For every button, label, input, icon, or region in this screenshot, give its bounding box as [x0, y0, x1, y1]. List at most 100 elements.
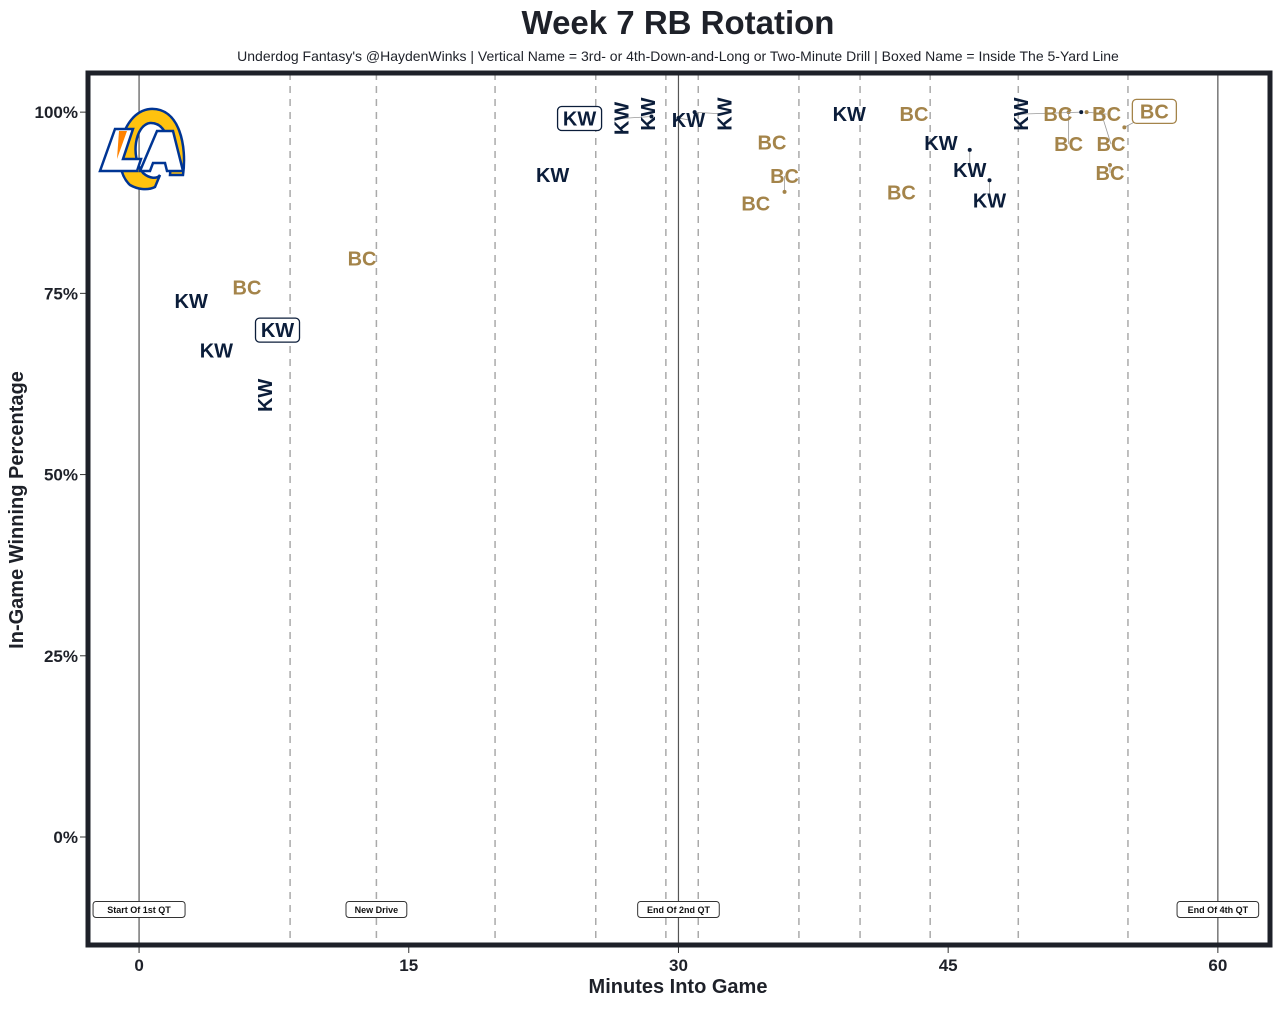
point-marker	[967, 147, 972, 152]
annotation-label: Start Of 1st QT	[92, 900, 186, 918]
point-marker	[676, 115, 681, 120]
point-kw: KW	[973, 190, 1006, 212]
point-marker	[1122, 125, 1127, 130]
point-kw: KW	[638, 97, 660, 130]
y-tick-label: 50%	[44, 466, 78, 485]
point-bc: BC	[1097, 134, 1126, 156]
point-bc: BC	[1096, 163, 1125, 185]
point-label: BC	[741, 193, 770, 215]
point-bc: BC	[1131, 98, 1178, 125]
point-marker	[782, 189, 787, 194]
point-kw: KW	[254, 317, 301, 343]
point-kw: KW	[672, 110, 705, 132]
point-label: KW	[200, 340, 233, 362]
point-label: KW	[175, 291, 208, 313]
point-label: BC	[1140, 101, 1169, 123]
point-bc: BC	[900, 104, 929, 126]
annotation-label: End Of 4th QT	[1176, 900, 1260, 918]
point-label: KW	[953, 160, 986, 182]
label-leader-line	[694, 111, 725, 115]
point-marker	[1084, 110, 1089, 115]
point-box	[556, 105, 603, 132]
point-bc: BC	[232, 277, 261, 299]
point-marker	[649, 114, 654, 119]
chart-subtitle: Underdog Fantasy's @HaydenWinks | Vertic…	[237, 48, 1119, 64]
point-label: KW	[611, 102, 633, 135]
annotation-label: New Drive	[345, 900, 408, 918]
point-kw: KW	[1011, 97, 1033, 130]
plot-frame	[85, 70, 1273, 948]
label-leader-line	[1086, 111, 1107, 115]
point-bc: BC	[758, 132, 787, 154]
point-kw: KW	[715, 97, 737, 130]
x-axis-label: Minutes Into Game	[589, 976, 768, 998]
point-label: BC	[1043, 104, 1072, 126]
point-label: BC	[1097, 134, 1126, 156]
point-label: KW	[638, 97, 660, 130]
point-label: KW	[715, 97, 737, 130]
label-leader-line	[1100, 112, 1112, 145]
point-label: KW	[1011, 97, 1033, 130]
point-marker	[1066, 110, 1071, 115]
point-label: KW	[563, 108, 596, 130]
point-kw: KW	[556, 105, 603, 132]
svg-text:Start Of 1st QT: Start Of 1st QT	[107, 905, 171, 915]
point-label: BC	[1092, 104, 1121, 126]
x-tick-label: 30	[669, 956, 688, 975]
point-marker	[1098, 110, 1103, 115]
point-label: BC	[232, 277, 261, 299]
chart-title: Week 7 RB Rotation	[522, 4, 835, 41]
point-kw: KW	[200, 340, 233, 362]
point-box	[1131, 98, 1178, 125]
point-label: BC	[1054, 134, 1083, 156]
point-kw: KW	[833, 104, 866, 126]
point-label: KW	[924, 133, 957, 155]
los-angeles-rams-logo	[98, 107, 186, 191]
point-bc: BC	[1054, 134, 1083, 156]
y-tick-label: 75%	[44, 284, 78, 303]
point-label: KW	[833, 104, 866, 126]
point-label: BC	[1096, 163, 1125, 185]
y-axis-label: In-Game Winning Percentage	[6, 371, 28, 649]
point-kw: KW	[953, 160, 986, 182]
point-label: BC	[900, 104, 929, 126]
svg-text:End Of 2nd QT: End Of 2nd QT	[647, 905, 710, 915]
point-kw: KW	[175, 291, 208, 313]
x-tick-label: 15	[399, 956, 418, 975]
point-bc: BC	[1043, 104, 1072, 126]
point-kw: KW	[255, 379, 277, 412]
y-tick-label: 0%	[53, 828, 78, 847]
point-label: BC	[887, 182, 916, 204]
point-kw: KW	[611, 102, 633, 135]
point-marker	[692, 110, 697, 115]
point-marker	[987, 178, 992, 183]
svg-text:End Of 4th QT: End Of 4th QT	[1188, 905, 1249, 915]
point-label: KW	[672, 110, 705, 132]
point-label: KW	[536, 165, 569, 187]
svg-text:New Drive: New Drive	[355, 905, 399, 915]
y-tick-label: 100%	[35, 103, 78, 122]
point-bc: BC	[887, 182, 916, 204]
x-tick-label: 60	[1208, 956, 1227, 975]
label-leader-line	[621, 116, 652, 119]
point-box	[254, 317, 301, 343]
point-bc: BC	[770, 166, 799, 188]
point-label: BC	[770, 166, 799, 188]
point-label: KW	[255, 379, 277, 412]
point-kw: KW	[536, 165, 569, 187]
point-label: BC	[758, 132, 787, 154]
y-tick-label: 25%	[44, 647, 78, 666]
x-tick-label: 45	[939, 956, 958, 975]
point-bc: BC	[348, 248, 377, 270]
point-label: KW	[973, 190, 1006, 212]
point-marker	[1107, 163, 1112, 168]
point-bc: BC	[1092, 104, 1121, 126]
annotation-label: End Of 2nd QT	[637, 900, 720, 918]
label-leader-line	[1021, 111, 1082, 115]
point-label: KW	[261, 320, 294, 342]
point-kw: KW	[924, 133, 957, 155]
point-bc: BC	[741, 193, 770, 215]
x-tick-label: 0	[134, 956, 143, 975]
point-marker	[1079, 110, 1084, 115]
